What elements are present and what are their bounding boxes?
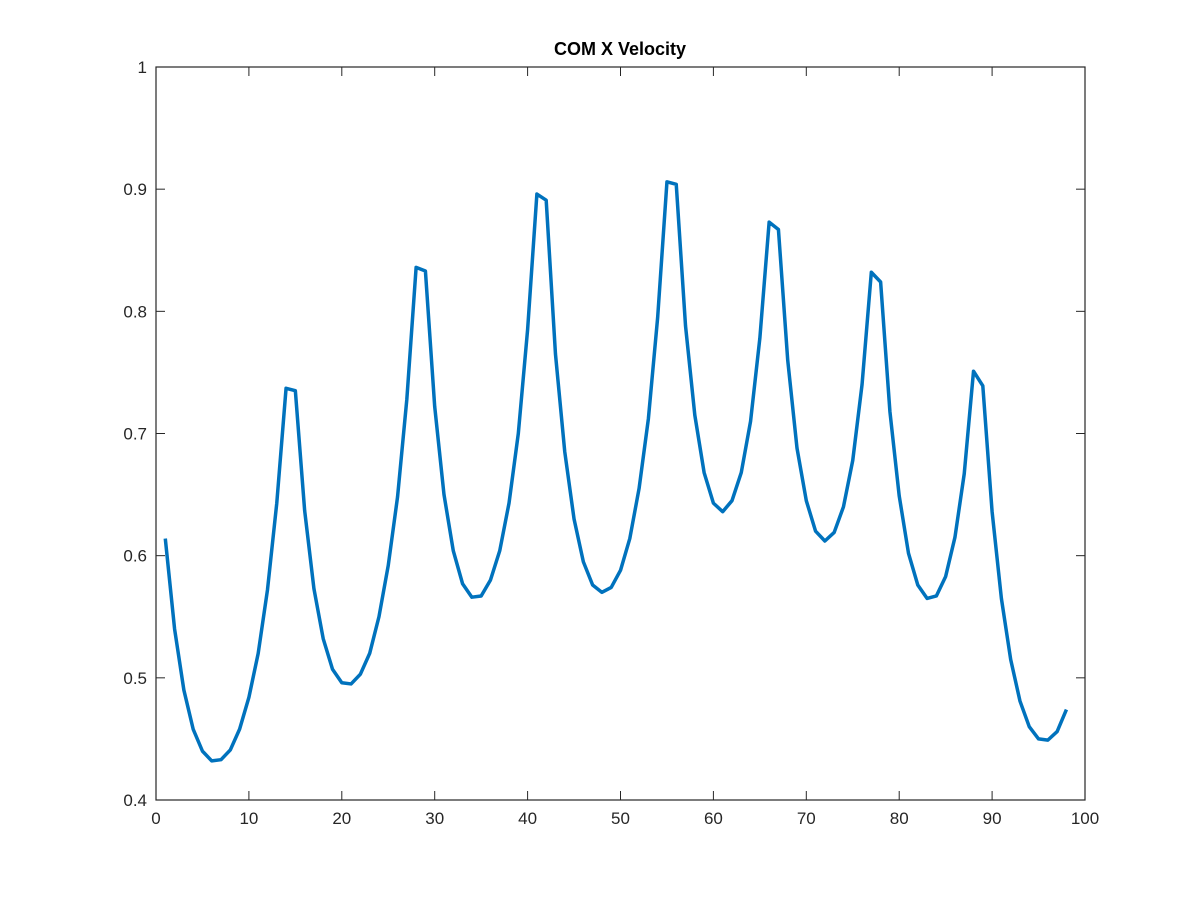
x-tick-label: 0 bbox=[151, 809, 160, 828]
x-tick-label: 20 bbox=[332, 809, 351, 828]
x-tick-label: 40 bbox=[518, 809, 537, 828]
y-tick-label: 0.4 bbox=[123, 791, 147, 810]
x-tick-label: 90 bbox=[983, 809, 1002, 828]
x-tick-label: 60 bbox=[704, 809, 723, 828]
y-tick-label: 0.6 bbox=[123, 547, 147, 566]
y-tick-label: 0.9 bbox=[123, 180, 147, 199]
y-tick-label: 0.8 bbox=[123, 302, 147, 321]
y-tick-label: 0.5 bbox=[123, 669, 147, 688]
y-tick-label: 0.7 bbox=[123, 425, 147, 444]
y-tick-label: 1 bbox=[138, 58, 147, 77]
plot-area: 0 10 20 30 40 50 60 70 80 90 100 0.4 0.5 0.6 0.7 0.8 0.9… bbox=[123, 58, 1099, 828]
chart-title: COM X Velocity bbox=[554, 39, 686, 59]
series-line bbox=[163, 180, 1069, 763]
x-tick-label: 10 bbox=[239, 809, 258, 828]
x-tick-label: 50 bbox=[611, 809, 630, 828]
x-tick-label: 30 bbox=[425, 809, 444, 828]
x-tick-label: 70 bbox=[797, 809, 816, 828]
x-tick-label: 80 bbox=[890, 809, 909, 828]
x-tick-label: 100 bbox=[1071, 809, 1099, 828]
